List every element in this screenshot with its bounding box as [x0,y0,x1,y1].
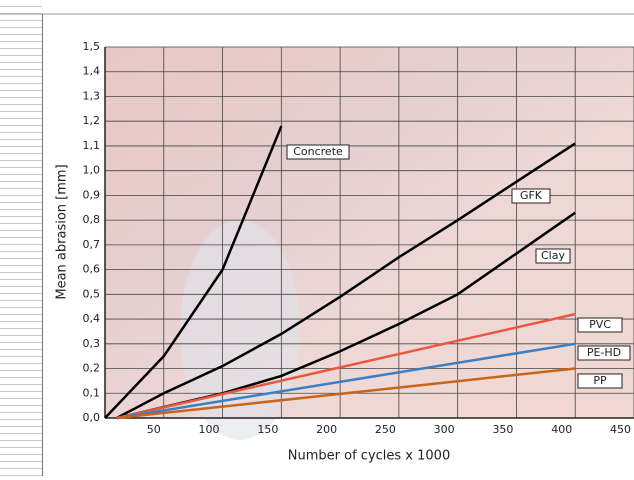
y-tick-label: 0,2 [83,362,101,375]
series-label: PVC [589,318,611,331]
x-tick-label: 150 [257,423,278,436]
x-tick-label: 100 [199,423,220,436]
y-tick-label: 0,8 [83,213,101,226]
x-tick-label: 300 [434,423,455,436]
series-label: PE-HD [587,346,621,359]
x-tick-label: 350 [492,423,513,436]
y-tick-label: 1,1 [83,139,101,152]
y-tick-label: 1,3 [83,89,101,102]
y-tick-label: 1,5 [83,40,101,53]
series-label: Concrete [293,145,343,158]
photo-highlight [180,220,300,440]
series-label: PP [593,374,607,387]
page: Number of cycles x 1000 Mean abrasion [m… [0,0,634,476]
y-tick-label: 0,7 [83,238,101,251]
y-tick-label: 1,0 [83,164,101,177]
chart: Number of cycles x 1000 Mean abrasion [m… [0,0,634,476]
y-tick-label: 0,6 [83,263,101,276]
series-label: GFK [520,189,543,202]
x-tick-label: 250 [375,423,396,436]
y-tick-label: 0,4 [83,312,101,325]
series-label: Clay [541,249,565,262]
x-tick-label: 50 [147,423,161,436]
x-tick-label: 400 [551,423,572,436]
y-tick-label: 0,1 [83,386,101,399]
y-tick-label: 0,0 [83,411,101,424]
x-axis-title: Number of cycles x 1000 [288,449,450,464]
side-panel [0,0,42,476]
y-tick-label: 0,9 [83,188,101,201]
y-tick-label: 1,4 [83,65,101,78]
y-tick-label: 1,2 [83,114,101,127]
x-tick-label: 200 [316,423,337,436]
y-tick-label: 0,5 [83,287,101,300]
y-axis-title: Mean abrasion [mm] [55,164,70,299]
x-tick-label: 450 [610,423,631,436]
y-tick-label: 0,3 [83,337,101,350]
